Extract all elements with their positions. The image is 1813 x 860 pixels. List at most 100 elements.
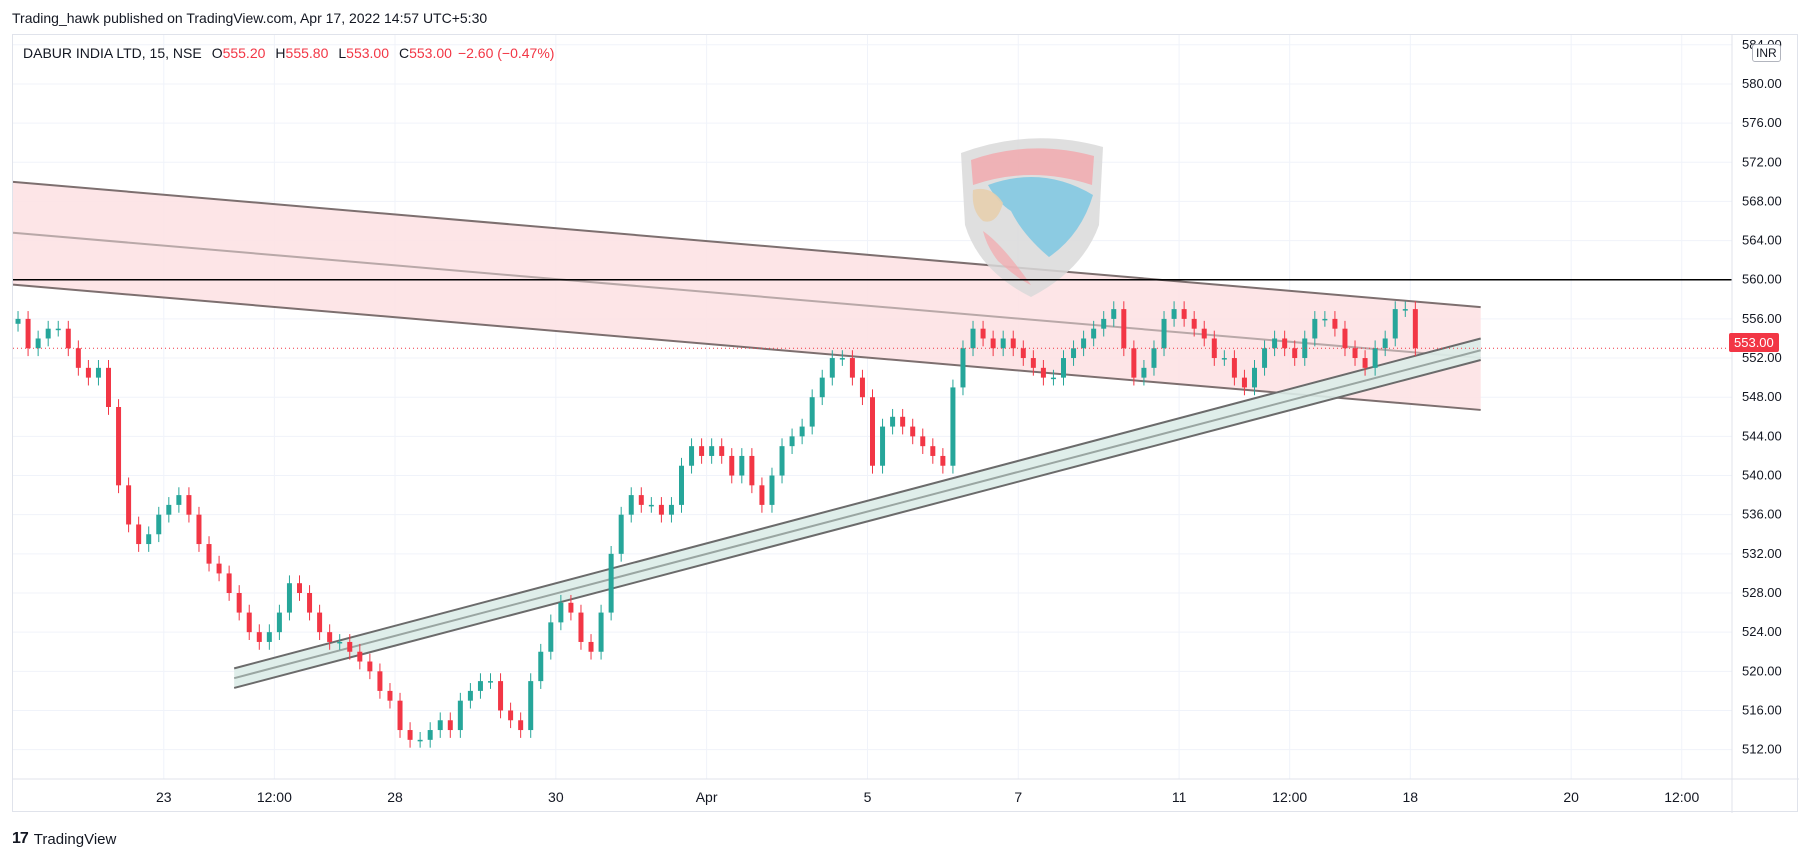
candle-body xyxy=(528,681,534,731)
candle-body xyxy=(980,328,986,339)
candle-body xyxy=(387,690,393,701)
candle-body xyxy=(1061,358,1066,378)
price-tick-label: 528.00 xyxy=(1742,585,1782,600)
candle-body xyxy=(1030,358,1036,368)
candle-body xyxy=(910,426,916,437)
price-tick-label: 516.00 xyxy=(1742,702,1782,717)
candle-body xyxy=(829,358,835,378)
symbol-legend: DABUR INDIA LTD, 15, NSE O 555.20 H 555.80… xyxy=(23,45,554,61)
candle-body xyxy=(809,397,815,427)
candle-body xyxy=(1201,328,1207,339)
candle-body xyxy=(367,661,373,672)
candle-body xyxy=(1010,338,1016,349)
candle-body xyxy=(286,583,292,613)
candle-body xyxy=(1040,367,1046,378)
close-key: C xyxy=(398,45,410,61)
time-tick-label: 12:00 xyxy=(1272,789,1307,805)
change-value: −2.60 (−0.47%) xyxy=(457,45,555,61)
candle-body xyxy=(1181,309,1187,319)
candle-body xyxy=(568,602,574,613)
price-tick-label: 532.00 xyxy=(1742,546,1782,561)
candle-body xyxy=(307,593,313,613)
candle-body xyxy=(880,426,886,466)
candle-body xyxy=(799,426,805,437)
candle-body xyxy=(990,338,996,349)
candle-body xyxy=(457,700,463,731)
hawk-shield-logo xyxy=(961,138,1103,297)
candle-body xyxy=(950,387,956,466)
tradingview-logo[interactable]: 17 TradingView xyxy=(12,830,116,848)
candle-body xyxy=(297,583,302,593)
candle-body xyxy=(789,436,795,447)
candlestick-chart[interactable]: 512.00 516.00 520.00 524.00 528.00 532.00 536.… xyxy=(13,35,1799,813)
price-tick-label: 520.00 xyxy=(1742,663,1782,678)
tradingview-mark-icon: 17 xyxy=(12,830,29,847)
candles xyxy=(15,301,1418,748)
open-key: O xyxy=(211,45,223,61)
candle-body xyxy=(709,446,715,456)
candle-body xyxy=(357,651,363,662)
candle-body xyxy=(397,700,403,731)
candle-body xyxy=(1000,338,1006,349)
channel-mid-line xyxy=(13,231,1481,360)
candle-body xyxy=(317,612,323,633)
candle-body xyxy=(1020,348,1026,359)
candle-body xyxy=(689,446,695,466)
candle-body xyxy=(256,632,262,642)
channel-upper-line xyxy=(13,180,1481,309)
candle-body xyxy=(95,367,101,378)
candle-body xyxy=(55,328,61,331)
price-tick-label: 540.00 xyxy=(1742,468,1782,483)
price-tick-label: 576.00 xyxy=(1742,115,1782,130)
candle-body xyxy=(146,534,152,545)
candle-body xyxy=(1191,318,1197,329)
candle-body xyxy=(779,446,785,476)
support-lower-line xyxy=(233,359,1481,689)
candle-body xyxy=(1312,318,1318,339)
candle-body xyxy=(1322,318,1328,321)
candle-body xyxy=(1081,338,1087,349)
currency-button[interactable]: INR xyxy=(1752,44,1781,62)
candle-body xyxy=(608,553,614,613)
candle-body xyxy=(538,651,544,682)
candle-body xyxy=(870,397,875,466)
candle-body xyxy=(819,377,825,398)
price-tick-label: 572.00 xyxy=(1742,154,1782,169)
candle-body xyxy=(106,367,111,407)
price-tick-label: 580.00 xyxy=(1742,76,1782,91)
candle-body xyxy=(196,514,202,545)
candle-body xyxy=(156,514,162,535)
candle-body xyxy=(45,328,51,339)
tradingview-brand: TradingView xyxy=(33,830,117,848)
candle-body xyxy=(1101,318,1107,329)
price-axis: 512.00 516.00 520.00 524.00 528.00 532.00 536.… xyxy=(1742,37,1782,757)
candle-body xyxy=(116,407,122,486)
candle-body xyxy=(1252,367,1257,388)
candle-body xyxy=(15,318,21,324)
candle-body xyxy=(638,495,644,505)
candle-body xyxy=(377,671,383,691)
candle-body xyxy=(1332,318,1338,329)
candle-body xyxy=(1402,309,1408,311)
candle-body xyxy=(930,446,936,456)
candle-body xyxy=(618,514,624,554)
candle-body xyxy=(85,367,91,378)
price-tick-label: 536.00 xyxy=(1742,507,1782,522)
candle-body xyxy=(337,641,343,644)
candle-body xyxy=(246,612,252,633)
candle-body xyxy=(126,485,132,525)
publish-line: Trading_hawk published on TradingView.co… xyxy=(12,10,488,26)
candle-body xyxy=(35,338,41,349)
price-tick-label: 560.00 xyxy=(1742,272,1782,287)
candle-body xyxy=(849,358,855,378)
candle-body xyxy=(1352,348,1358,359)
candle-body xyxy=(900,416,906,427)
candle-body xyxy=(970,328,976,349)
candle-body xyxy=(1382,338,1388,349)
close-value: 553.00 xyxy=(409,45,452,61)
time-tick-label: 5 xyxy=(864,789,872,805)
chart-area[interactable]: 512.00 516.00 520.00 524.00 528.00 532.00 536.… xyxy=(12,34,1799,813)
candle-body xyxy=(1151,348,1157,368)
candle-body xyxy=(920,436,926,447)
candle-body xyxy=(1231,358,1237,378)
